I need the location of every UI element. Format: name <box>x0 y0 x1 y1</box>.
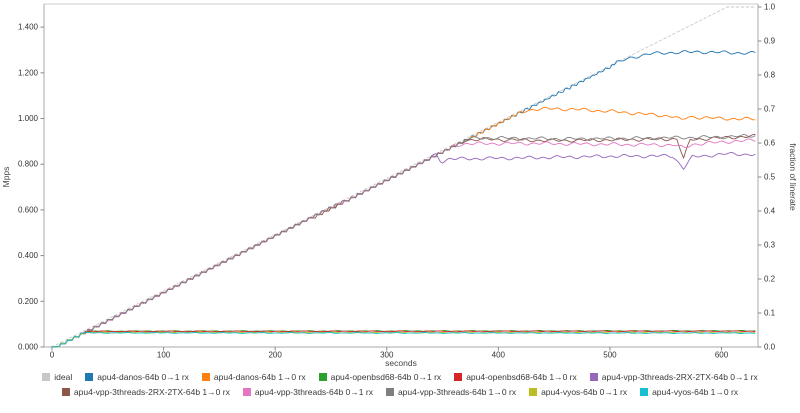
series-line-10 <box>51 332 756 348</box>
series-line-7 <box>51 138 756 348</box>
legend-item-8: apu4-vpp-3threads-64b 1→0 rx <box>385 386 517 397</box>
series-line-8 <box>51 133 756 348</box>
legend-swatch-icon <box>85 372 94 381</box>
legend-swatch-icon <box>201 372 210 381</box>
legend-label: apu4-vyos-64b 1→0 rx <box>652 386 739 397</box>
legend: ideal apu4-danos-64b 0→1 rx apu4-danos-64b… <box>0 369 800 399</box>
series-line-1 <box>51 50 756 348</box>
y-tick-left-label: 1.000 <box>18 114 39 123</box>
x-tick-label: 200 <box>268 351 282 360</box>
legend-swatch-icon <box>318 372 327 381</box>
legend-row-1: apu4-vpp-3threads-2RX-2TX-64b 1→0 rx apu4… <box>0 384 800 399</box>
x-axis-label: seconds <box>385 358 417 368</box>
legend-item-9: apu4-vyos-64b 0→1 rx <box>529 387 627 397</box>
y-tick-right-label: 0.8 <box>764 71 776 80</box>
legend-item-3: apu4-openbsd68-64b 0→1 rx <box>318 371 442 382</box>
series-line-9 <box>51 331 756 348</box>
legend-item-0: ideal <box>42 372 72 382</box>
legend-label: apu4-vyos-64b 0→1 rx <box>541 386 628 397</box>
y-tick-left-label: 0.000 <box>18 343 39 352</box>
x-tick-label: 0 <box>50 351 55 360</box>
y-tick-right-label: 0.4 <box>764 207 776 216</box>
legend-label: apu4-openbsd68-64b 0→1 rx <box>330 371 442 382</box>
legend-row-0: ideal apu4-danos-64b 0→1 rx apu4-danos-64b… <box>0 369 800 384</box>
y-tick-right-label: 0.7 <box>764 105 776 114</box>
legend-item-10: apu4-vyos-64b 1→0 rx <box>640 387 738 397</box>
legend-swatch-icon <box>589 372 598 381</box>
legend-label: apu4-vpp-3threads-2RX-2TX-64b 1→0 rx <box>73 386 230 397</box>
legend-label: apu4-openbsd68-64b 1→0 rx <box>466 371 577 382</box>
legend-label: apu4-danos-64b 1→0 rx <box>213 371 306 382</box>
x-tick-label: 600 <box>715 351 729 360</box>
legend-label: apu4-danos-64b 0→1 rx <box>97 371 189 382</box>
series-lines <box>51 6 756 348</box>
y-tick-right-label: 0.6 <box>764 139 776 148</box>
legend-swatch-icon <box>640 387 649 396</box>
x-axis-ticks: 0 100 200 300 400 500 600 <box>50 347 729 360</box>
y-tick-left-label: 1.200 <box>18 68 39 77</box>
y-tick-right-label: 1.0 <box>764 3 776 12</box>
x-tick-label: 300 <box>380 351 394 360</box>
y-tick-left-label: 0.400 <box>18 251 39 260</box>
y-tick-right-label: 0.2 <box>764 275 776 284</box>
y-axis-left-ticks: 0.000 0.200 0.400 0.600 0.800 1.000 1.200 1.400 <box>18 23 44 352</box>
legend-swatch-icon <box>454 372 463 381</box>
y-axis-right-label: fraction of linerate <box>788 143 798 211</box>
y-tick-right-label: 0.3 <box>764 241 776 250</box>
y-tick-left-label: 0.600 <box>18 205 39 214</box>
legend-label: apu4-vpp-3threads-64b 1→0 rx <box>397 386 517 397</box>
legend-item-6: apu4-vpp-3threads-2RX-2TX-64b 1→0 rx <box>61 386 230 397</box>
y-tick-right-label: 0.5 <box>764 173 776 182</box>
x-tick-label: 400 <box>492 351 506 360</box>
y-tick-right-label: 0.0 <box>764 343 776 352</box>
y-tick-right-label: 0.9 <box>764 37 776 46</box>
series-line-4 <box>51 330 756 348</box>
legend-item-4: apu4-openbsd68-64b 1→0 rx <box>454 372 577 382</box>
legend-swatch-icon <box>42 372 51 381</box>
legend-label: apu4-vpp-3threads-64b 0→1 rx <box>254 386 373 397</box>
legend-swatch-icon <box>529 387 538 396</box>
x-tick-label: 500 <box>603 351 617 360</box>
series-line-0 <box>51 6 756 348</box>
x-tick-label: 100 <box>157 351 171 360</box>
y-tick-left-label: 0.800 <box>18 160 39 169</box>
series-line-5 <box>51 152 756 348</box>
legend-swatch-icon <box>242 387 251 396</box>
series-line-2 <box>51 106 756 348</box>
y-axis-left-label: Mpps <box>1 167 11 188</box>
y-tick-right-label: 0.1 <box>764 309 776 318</box>
legend-label: ideal <box>54 371 73 382</box>
y-axis-right-ticks: 0.0 0.1 0.2 0.3 0.4 0.5 0.6 0.7 0.8 0.9 1.0 <box>758 3 776 352</box>
legend-swatch-icon <box>385 387 394 396</box>
legend-label: apu4-vpp-3threads-2RX-2TX-64b 0→1 rx <box>601 371 758 382</box>
legend-item-5: apu4-vpp-3threads-2RX-2TX-64b 0→1 rx <box>589 371 758 382</box>
legend-item-7: apu4-vpp-3threads-64b 0→1 rx <box>242 386 373 397</box>
y-tick-left-label: 0.200 <box>18 297 39 306</box>
series-line-6 <box>51 134 756 348</box>
legend-swatch-icon <box>61 387 70 396</box>
legend-item-2: apu4-danos-64b 1→0 rx <box>201 371 306 382</box>
legend-item-1: apu4-danos-64b 0→1 rx <box>85 372 189 382</box>
y-tick-left-label: 1.400 <box>18 23 39 32</box>
